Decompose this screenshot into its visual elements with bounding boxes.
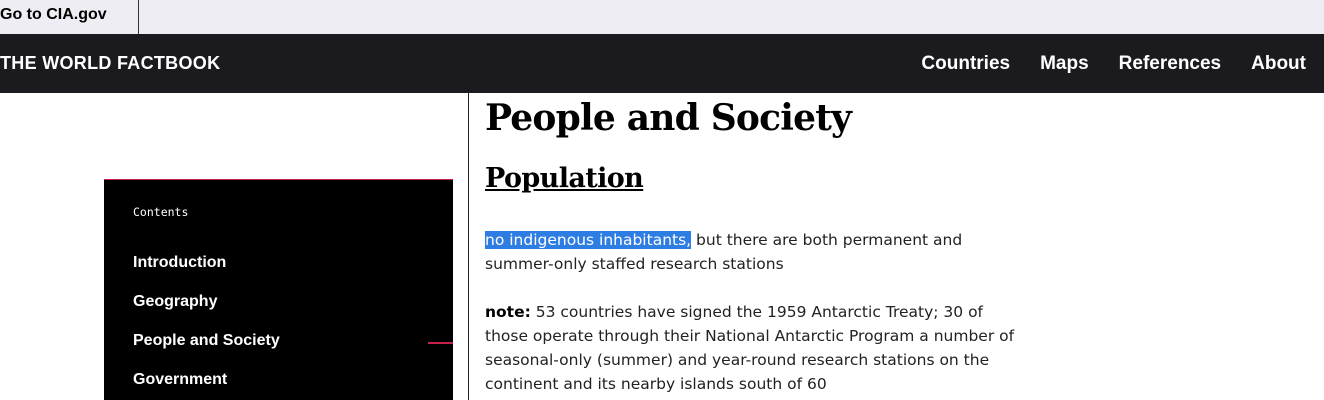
- active-item-marker: [428, 342, 453, 344]
- utility-bar: Go to CIA.gov: [0, 0, 1324, 34]
- contents-heading: Contents: [133, 205, 189, 219]
- site-brand[interactable]: THE WORLD FACTBOOK: [0, 53, 221, 73]
- population-text: but there are both permanent and summer-…: [485, 231, 963, 273]
- contents-sidebar: Contents Introduction Geography People a…: [104, 179, 453, 400]
- main-navbar: THE WORLD FACTBOOK Countries Maps Refere…: [0, 34, 1324, 93]
- toc-people-and-society[interactable]: People and Society: [133, 332, 280, 349]
- note-text: 53 countries have signed the 1959 Antarc…: [485, 303, 1015, 393]
- nav-countries[interactable]: Countries: [921, 53, 1011, 74]
- nav-references[interactable]: References: [1118, 53, 1222, 74]
- toc-government[interactable]: Government: [133, 371, 228, 388]
- section-title-population[interactable]: Population: [485, 163, 644, 194]
- column-divider: [468, 93, 469, 400]
- nav-maps[interactable]: Maps: [1040, 53, 1089, 74]
- nav-about[interactable]: About: [1251, 53, 1306, 74]
- note-label: note:: [485, 303, 531, 321]
- toc-geography[interactable]: Geography: [133, 293, 218, 310]
- toc-introduction[interactable]: Introduction: [133, 254, 227, 271]
- page-title: People and Society: [485, 97, 852, 139]
- nav-links: Countries Maps References About: [891, 34, 1306, 93]
- population-paragraph: no indigenous inhabitants, but there are…: [485, 228, 1020, 276]
- go-to-cia-link[interactable]: Go to CIA.gov: [0, 0, 139, 34]
- note-paragraph: note: 53 countries have signed the 1959 …: [485, 300, 1020, 396]
- selected-text: no indigenous inhabitants,: [485, 231, 692, 249]
